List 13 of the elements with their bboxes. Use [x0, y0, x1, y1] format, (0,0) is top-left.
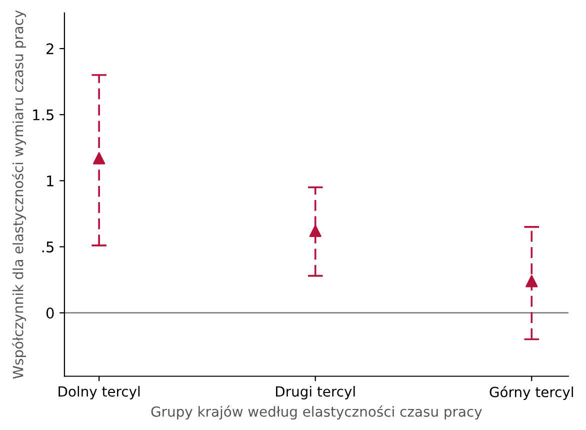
point — [92, 152, 106, 164]
x-tick-label: Dolny tercyl — [58, 386, 140, 400]
y-axis-title: Współczynnik dla elastyczności wymiaru czasu pracy — [12, 10, 26, 379]
y-tick-label: 0 — [46, 308, 54, 319]
y-tick-label: 1 — [47, 176, 54, 186]
x-tick-label: Drugi tercyl — [276, 386, 355, 400]
y-tick-label: 1.5 — [33, 110, 54, 120]
x-tick-label: Górny tercyl — [490, 386, 573, 400]
y-tick-label: .5 — [42, 242, 54, 253]
point — [526, 275, 538, 288]
point — [309, 224, 322, 237]
y-tick-label: 2 — [46, 43, 54, 54]
x-axis-title: Grupy krajów według elastyczności czasu pracy — [151, 406, 482, 420]
